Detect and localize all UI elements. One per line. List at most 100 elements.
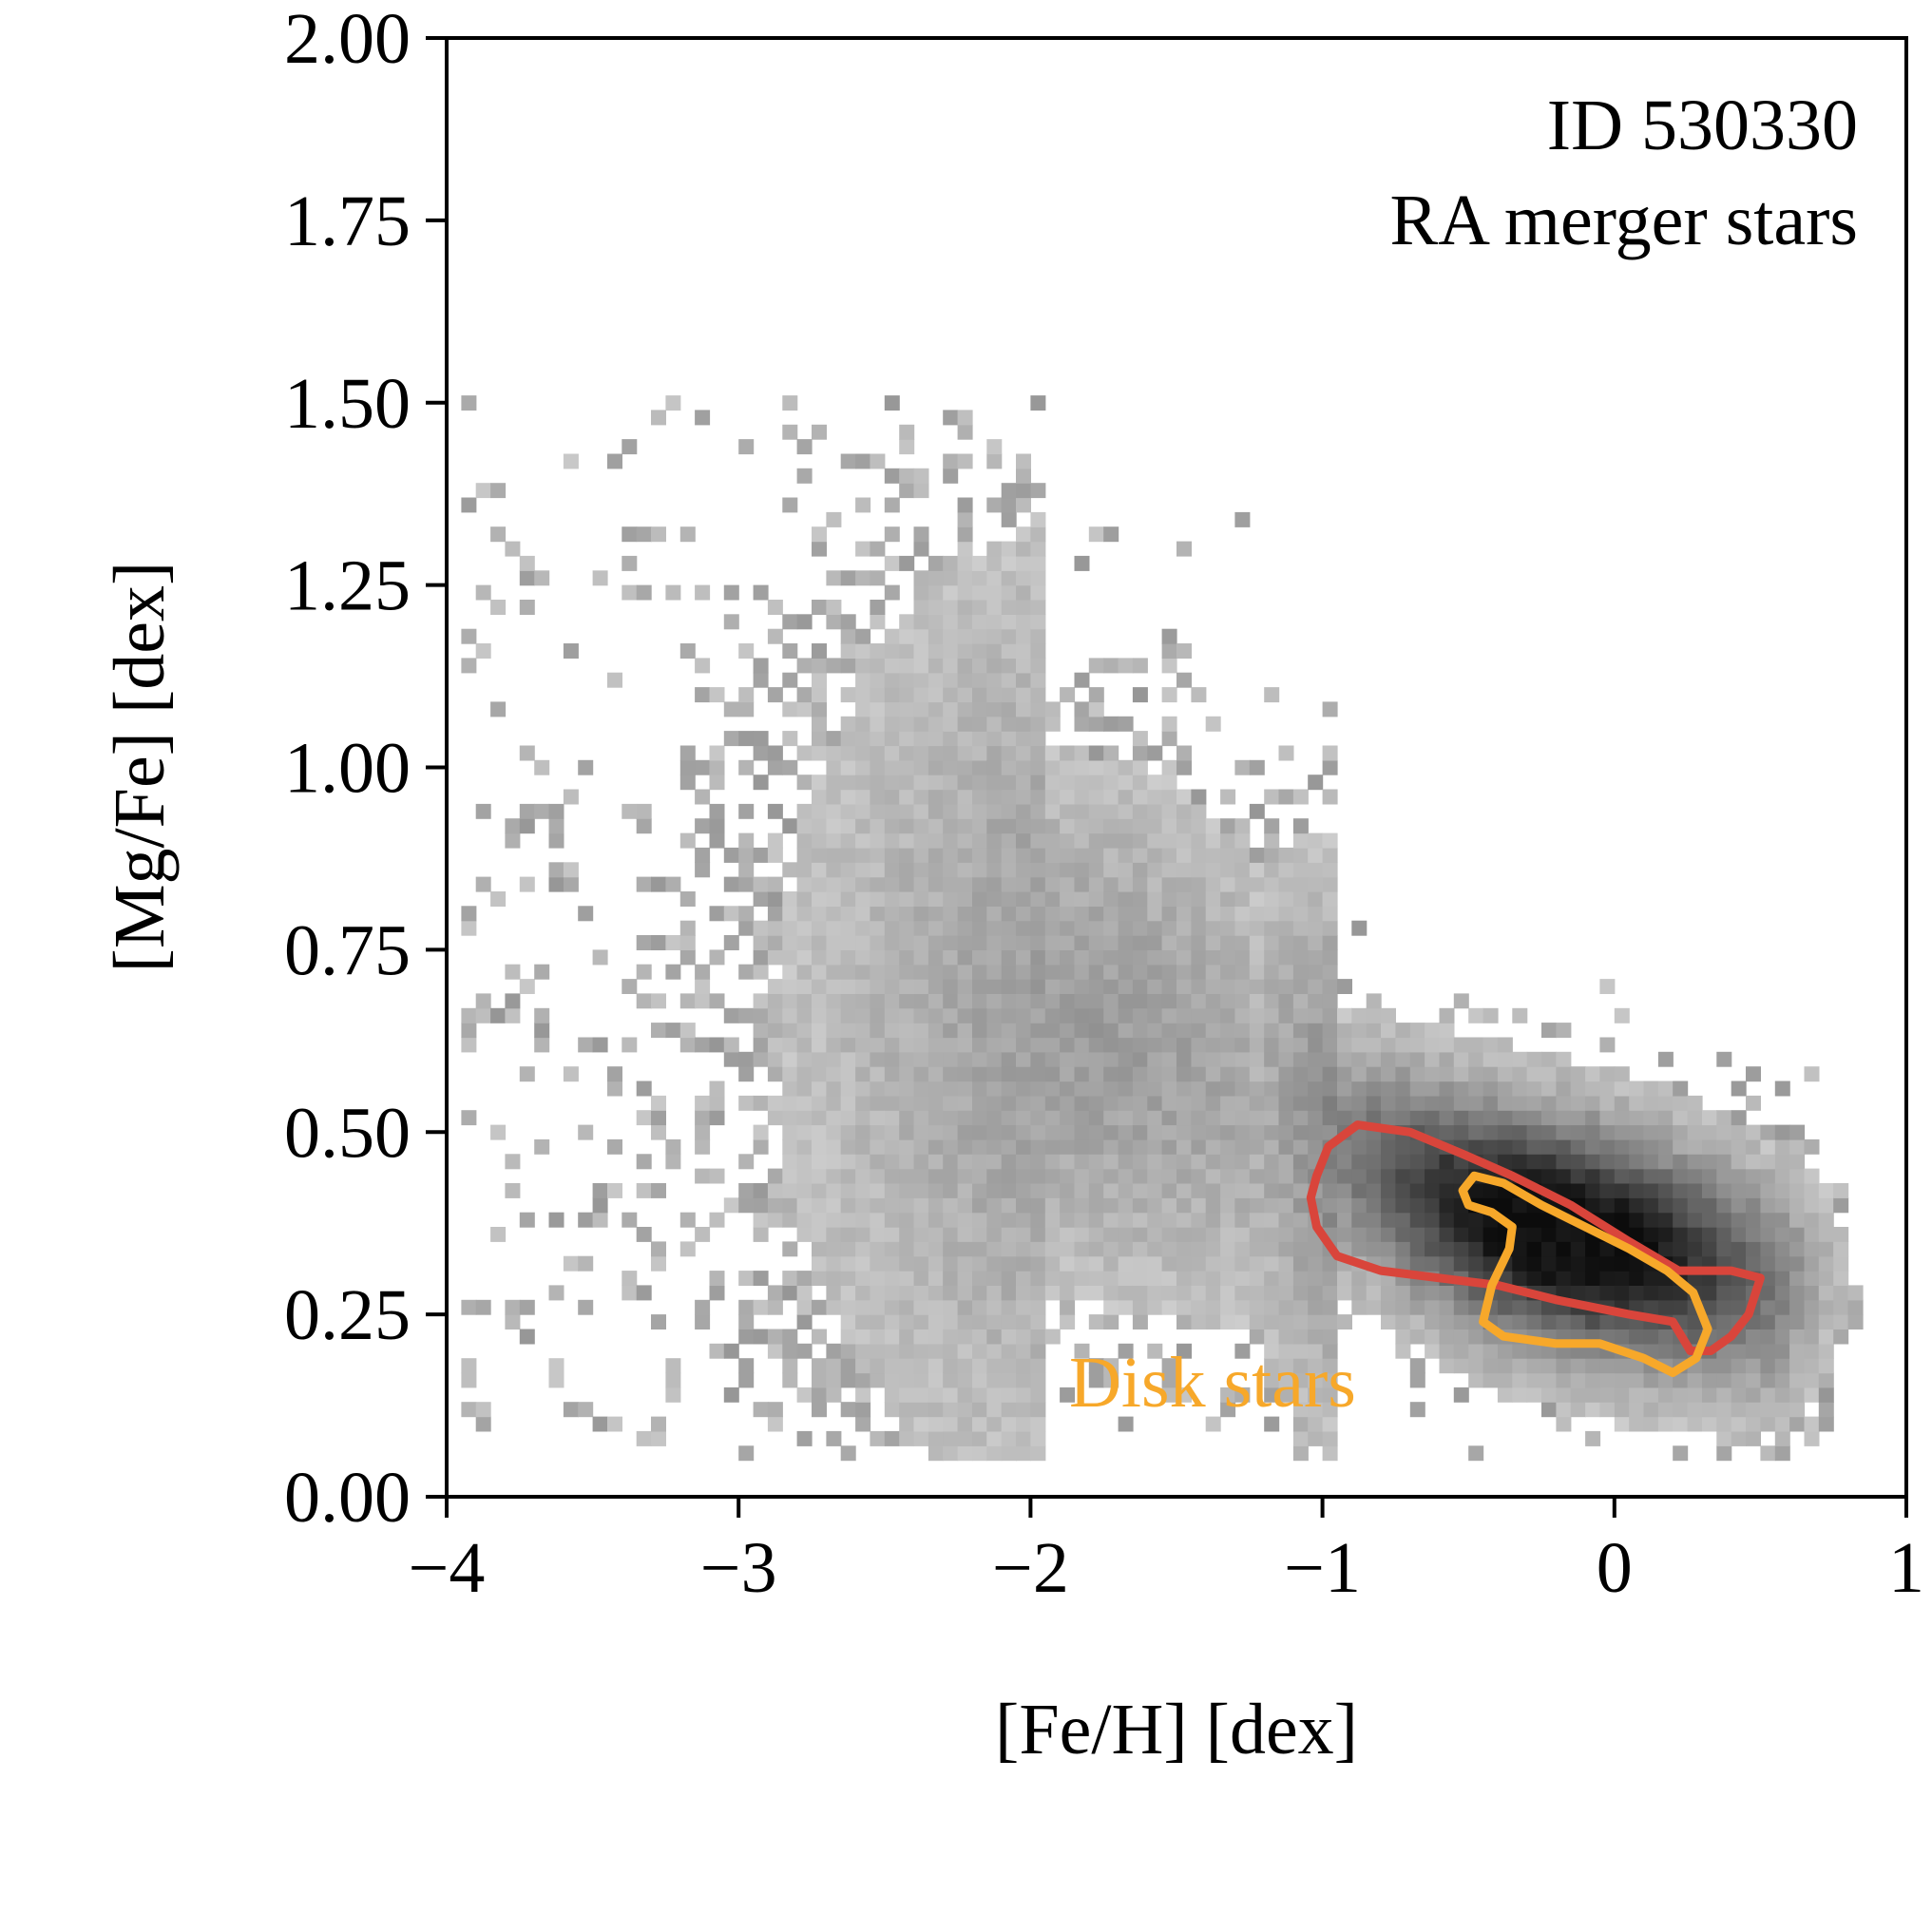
histogram-cell xyxy=(1001,891,1017,907)
histogram-cell xyxy=(665,1358,681,1374)
histogram-cell xyxy=(840,964,856,980)
histogram-cell xyxy=(1161,1037,1177,1053)
histogram-cell xyxy=(913,643,929,659)
histogram-cell xyxy=(1702,1138,1717,1155)
histogram-cell xyxy=(636,803,652,819)
histogram-cell xyxy=(1132,803,1148,819)
histogram-cell xyxy=(957,1271,973,1286)
merger-stars-contour xyxy=(1306,1120,1765,1355)
histogram-cell xyxy=(1482,1081,1499,1097)
histogram-cell xyxy=(1044,1037,1061,1053)
histogram-cell xyxy=(782,906,798,922)
histogram-cell xyxy=(913,600,929,615)
histogram-cell xyxy=(884,1241,900,1257)
histogram-cell xyxy=(1322,1358,1338,1374)
histogram-cell xyxy=(1147,1227,1163,1242)
histogram-cell xyxy=(796,876,813,892)
histogram-cell xyxy=(636,1183,652,1198)
histogram-cell xyxy=(1030,1445,1046,1462)
histogram-cell xyxy=(1599,1183,1616,1198)
histogram-cell xyxy=(1774,1430,1790,1446)
histogram-cell xyxy=(1234,906,1251,922)
histogram-cell xyxy=(899,803,915,819)
histogram-cell xyxy=(1176,1154,1192,1170)
histogram-cell xyxy=(972,891,987,907)
histogram-cell xyxy=(957,658,973,674)
histogram-cell xyxy=(812,1051,827,1067)
histogram-cell xyxy=(826,1271,842,1286)
histogram-cell xyxy=(840,1271,856,1286)
histogram-cell xyxy=(1001,1154,1017,1170)
histogram-cell xyxy=(840,1168,856,1184)
histogram-cell xyxy=(723,731,739,747)
histogram-cell xyxy=(1308,1358,1324,1374)
histogram-cell xyxy=(753,1023,769,1039)
histogram-cell xyxy=(812,1168,827,1184)
histogram-cell xyxy=(1205,1227,1221,1242)
histogram-cell xyxy=(1220,1183,1236,1198)
histogram-cell xyxy=(928,1154,944,1170)
histogram-cell xyxy=(1497,1051,1513,1067)
histogram-cell xyxy=(1585,1095,1601,1111)
histogram-cell xyxy=(1541,1023,1557,1039)
histogram-cell xyxy=(986,832,1003,849)
histogram-cell xyxy=(1657,1241,1674,1257)
histogram-cell xyxy=(709,1095,725,1111)
histogram-cell xyxy=(1614,1110,1630,1126)
histogram-cell xyxy=(826,1007,842,1023)
histogram-cell xyxy=(1687,1168,1703,1184)
histogram-cell xyxy=(1760,1138,1776,1155)
histogram-cell xyxy=(1161,1066,1177,1082)
histogram-cell xyxy=(1191,876,1207,892)
histogram-cell xyxy=(1220,1066,1236,1082)
histogram-cell xyxy=(1191,1314,1207,1329)
histogram-cell xyxy=(1176,876,1192,892)
histogram-cell xyxy=(1118,1095,1134,1111)
histogram-cell xyxy=(1264,862,1280,878)
histogram-cell xyxy=(870,775,886,791)
histogram-cell xyxy=(957,511,973,527)
histogram-cell xyxy=(1016,964,1031,980)
histogram-cell xyxy=(812,920,827,936)
histogram-cell xyxy=(636,818,652,834)
histogram-cell xyxy=(607,672,622,688)
histogram-cell xyxy=(986,658,1003,674)
histogram-cell xyxy=(913,1416,929,1432)
histogram-cell xyxy=(1746,1416,1761,1432)
histogram-cell xyxy=(957,1051,973,1067)
histogram-cell xyxy=(1132,920,1148,936)
histogram-cell xyxy=(1599,1285,1616,1301)
histogram-cell xyxy=(1044,949,1061,966)
histogram-cell xyxy=(1147,1095,1163,1111)
histogram-cell xyxy=(1774,1168,1790,1184)
histogram-cell xyxy=(1001,555,1017,571)
histogram-cell xyxy=(548,832,564,849)
histogram-cell xyxy=(738,876,755,892)
histogram-cell xyxy=(1366,1154,1382,1170)
histogram-cell xyxy=(1716,1110,1732,1126)
histogram-cell xyxy=(1789,1255,1806,1272)
histogram-cell xyxy=(1614,1081,1630,1097)
histogram-cell xyxy=(884,584,900,601)
histogram-cell xyxy=(1351,1271,1368,1286)
histogram-cell xyxy=(1234,1154,1251,1170)
histogram-cell xyxy=(957,1402,973,1418)
histogram-cell xyxy=(1074,701,1090,717)
histogram-cell xyxy=(1760,1212,1776,1228)
histogram-cell xyxy=(1687,1212,1703,1228)
histogram-cell xyxy=(870,1037,886,1053)
histogram-cell xyxy=(840,1358,856,1374)
histogram-cell xyxy=(1322,1023,1338,1039)
histogram-cell xyxy=(1395,1023,1411,1039)
histogram-cell xyxy=(1395,1081,1411,1097)
histogram-cell xyxy=(1132,1241,1148,1257)
histogram-cell xyxy=(1060,847,1076,863)
histogram-cell xyxy=(563,862,579,878)
histogram-cell xyxy=(709,993,725,1009)
histogram-cell xyxy=(943,628,959,644)
histogram-cell xyxy=(1789,1314,1806,1329)
histogram-cell xyxy=(1118,1299,1134,1315)
histogram-cell xyxy=(1001,1051,1017,1067)
histogram-cell xyxy=(1526,1299,1542,1315)
histogram-cell xyxy=(899,745,915,761)
